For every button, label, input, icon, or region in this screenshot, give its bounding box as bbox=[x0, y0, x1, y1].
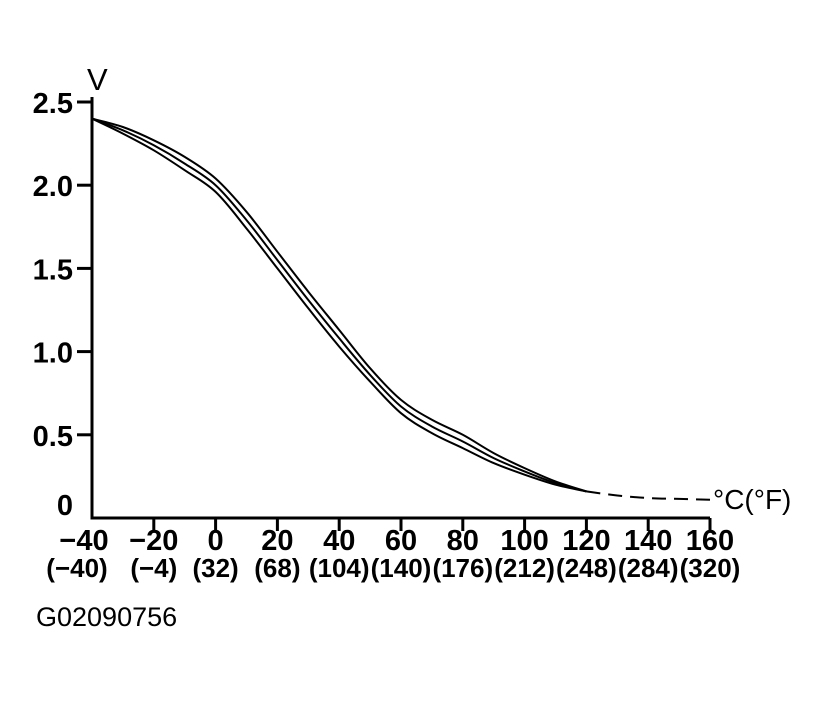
x-tick-label-fahrenheit: (−4) bbox=[130, 553, 177, 583]
curve-lower-tolerance bbox=[91, 117, 587, 493]
x-tick-label-celsius: −20 bbox=[129, 525, 178, 557]
y-tick-label: 0 bbox=[57, 490, 73, 522]
curve-nominal bbox=[91, 117, 587, 493]
x-axis-unit-label: °C(°F) bbox=[713, 484, 792, 515]
x-tick-label-fahrenheit: (176) bbox=[432, 553, 493, 583]
x-tick-label-celsius: 100 bbox=[500, 525, 548, 557]
x-tick-label-celsius: 0 bbox=[208, 525, 224, 557]
x-tick-label-fahrenheit: (−40) bbox=[46, 553, 107, 583]
curve-nominal-dashed-tail bbox=[586, 490, 711, 501]
x-tick-label-fahrenheit: (32) bbox=[192, 553, 238, 583]
x-tick-label-celsius: 60 bbox=[385, 525, 417, 557]
x-tick-label-celsius: 140 bbox=[624, 525, 672, 557]
y-tick-label: 1.5 bbox=[33, 254, 73, 286]
y-tick-label: 0.5 bbox=[33, 421, 73, 453]
x-tick-label-fahrenheit: (248) bbox=[556, 553, 617, 583]
x-tick-label-fahrenheit: (284) bbox=[618, 553, 679, 583]
y-tick-label: 1.0 bbox=[33, 338, 73, 370]
x-tick-label-fahrenheit: (320) bbox=[680, 553, 741, 583]
x-tick-label-fahrenheit: (104) bbox=[309, 553, 370, 583]
figure-code: G02090756 bbox=[36, 602, 178, 632]
x-tick-label-fahrenheit: (140) bbox=[371, 553, 432, 583]
x-tick-label-celsius: −40 bbox=[59, 525, 108, 557]
x-tick-label-celsius: 40 bbox=[323, 525, 355, 557]
axis-lines bbox=[90, 97, 710, 520]
x-tick-label-celsius: 160 bbox=[686, 525, 734, 557]
curve-upper-tolerance bbox=[91, 117, 587, 493]
x-tick-label-celsius: 120 bbox=[562, 525, 610, 557]
y-axis-unit-label: V bbox=[87, 62, 108, 97]
y-tick-label: 2.5 bbox=[33, 88, 73, 120]
x-tick-label-celsius: 80 bbox=[447, 525, 479, 557]
y-tick-label: 2.0 bbox=[33, 171, 73, 203]
x-tick-label-celsius: 20 bbox=[261, 525, 293, 557]
x-tick-label-fahrenheit: (212) bbox=[494, 553, 555, 583]
x-tick-label-fahrenheit: (68) bbox=[254, 553, 300, 583]
